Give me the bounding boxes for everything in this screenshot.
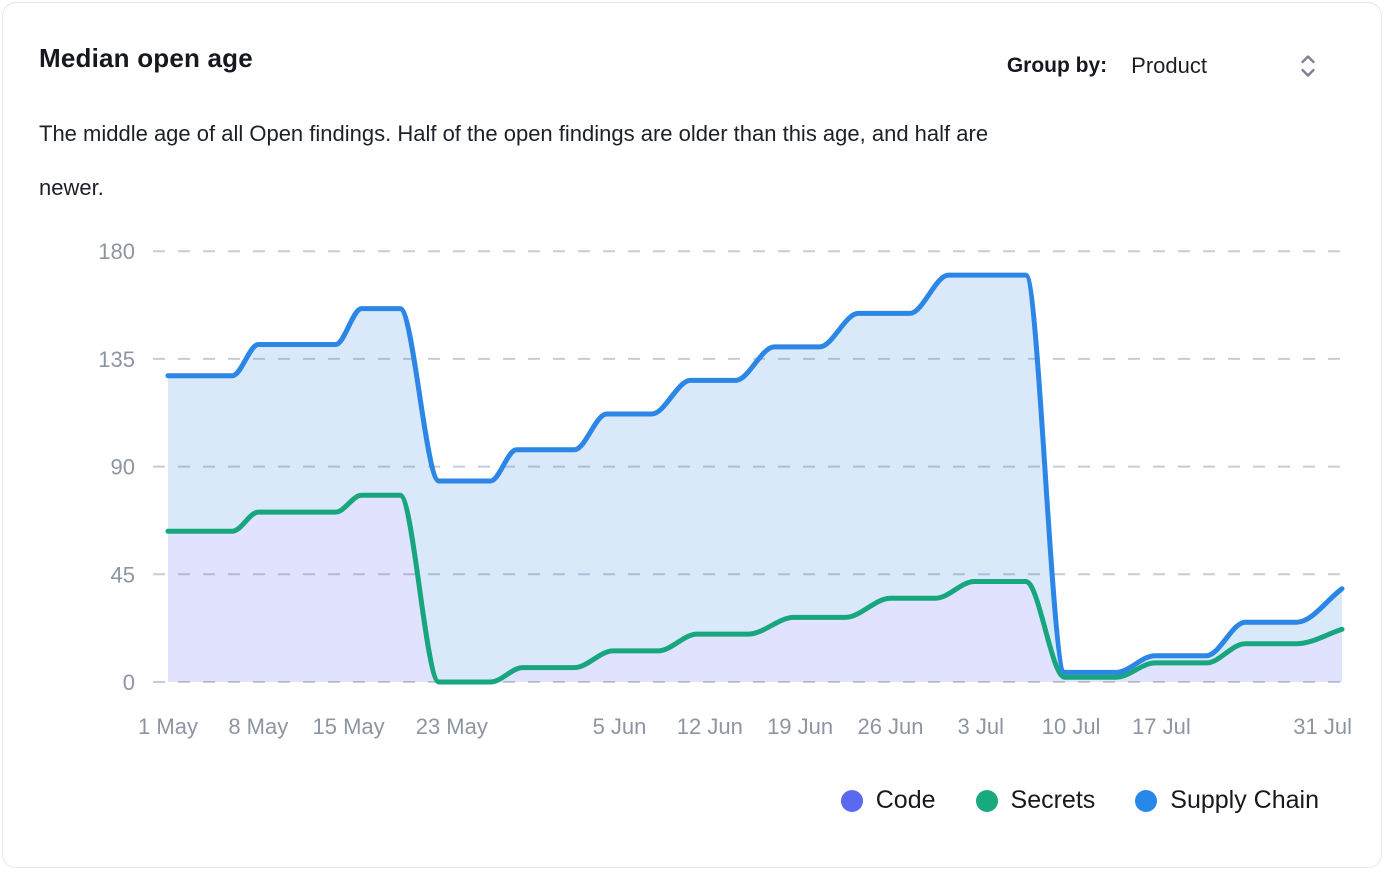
legend-label: Supply Chain <box>1170 786 1319 815</box>
legend-dot-icon <box>1135 790 1157 812</box>
x-tick-label: 8 May <box>228 714 288 739</box>
legend-item-secrets[interactable]: Secrets <box>976 786 1096 815</box>
legend-dot-icon <box>841 790 863 812</box>
x-tick-label: 12 Jun <box>677 714 743 739</box>
x-tick-label: 26 Jun <box>857 714 923 739</box>
x-tick-label: 10 Jul <box>1042 714 1101 739</box>
x-tick-label: 31 Jul <box>1293 714 1352 739</box>
x-tick-label: 15 May <box>313 714 385 739</box>
x-tick-label: 3 Jul <box>958 714 1004 739</box>
x-tick-label: 17 Jul <box>1132 714 1191 739</box>
legend-item-supply-chain[interactable]: Supply Chain <box>1135 786 1319 815</box>
legend-label: Secrets <box>1011 786 1096 815</box>
y-tick-label: 0 <box>123 670 135 695</box>
legend-dot-icon <box>976 790 998 812</box>
y-tick-label: 180 <box>98 239 135 264</box>
legend-label: Code <box>876 786 936 815</box>
x-tick-label: 19 Jun <box>767 714 833 739</box>
chart-canvas: 0 45 90 135 180 1 May 8 May 15 May 23 May 5 Jun 12… <box>3 3 1384 873</box>
y-tick-label: 135 <box>98 347 135 372</box>
chart-legend: Code Secrets Supply Chain <box>841 786 1319 815</box>
y-tick-label: 45 <box>111 562 135 587</box>
x-tick-label: 23 May <box>416 714 488 739</box>
x-tick-label: 1 May <box>138 714 198 739</box>
x-tick-label: 5 Jun <box>593 714 647 739</box>
legend-item-code[interactable]: Code <box>841 786 936 815</box>
y-tick-label: 90 <box>111 455 135 480</box>
